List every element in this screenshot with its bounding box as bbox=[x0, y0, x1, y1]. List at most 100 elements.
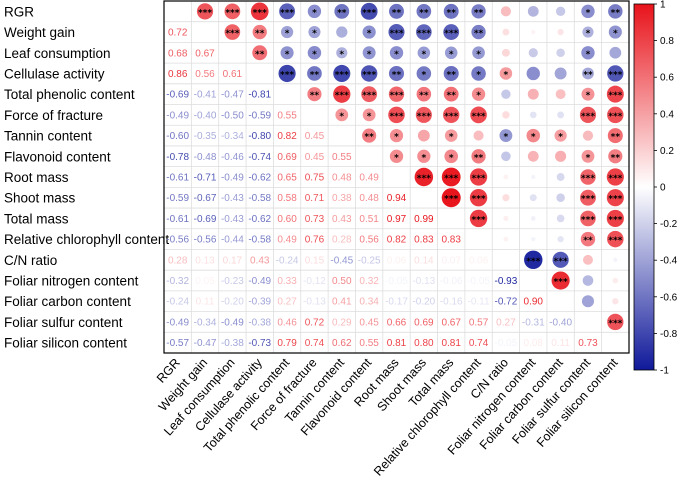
row-label: Foliar nitrogen content bbox=[4, 274, 139, 289]
corr-value: 0.45 bbox=[305, 131, 325, 142]
corr-circle bbox=[469, 168, 488, 186]
corr-value: 0.45 bbox=[359, 317, 379, 328]
corr-circle bbox=[551, 271, 570, 290]
corr-circle bbox=[581, 46, 595, 60]
corr-value: -0.62 bbox=[248, 173, 271, 184]
corr-value: 0.05 bbox=[195, 276, 215, 287]
row-label: Weight gain bbox=[4, 25, 75, 40]
significance-star: *** bbox=[362, 8, 376, 18]
corr-value: 0.62 bbox=[332, 338, 352, 349]
corr-circle bbox=[388, 86, 405, 102]
corr-circle bbox=[499, 67, 513, 80]
corr-circle bbox=[333, 64, 351, 83]
corr-value: 0.81 bbox=[441, 338, 461, 349]
corr-value: -0.31 bbox=[522, 317, 545, 328]
corr-value: -0.41 bbox=[194, 90, 217, 101]
corr-circle bbox=[606, 189, 624, 207]
corr-value: 0.33 bbox=[277, 276, 297, 287]
corr-value: -0.35 bbox=[194, 131, 217, 142]
corr-value: -0.24 bbox=[276, 255, 299, 266]
corr-value: -0.69 bbox=[194, 214, 217, 225]
corr-value: 0.43 bbox=[332, 214, 352, 225]
corr-value: -0.56 bbox=[166, 235, 189, 246]
corr-circle bbox=[417, 149, 431, 163]
corr-value: 0.90 bbox=[524, 297, 544, 308]
corr-value: 0.65 bbox=[277, 173, 297, 184]
corr-circle bbox=[524, 250, 543, 270]
significance-star: * bbox=[339, 112, 344, 122]
corr-circle bbox=[583, 254, 593, 265]
corr-circle bbox=[471, 149, 486, 164]
significance-star: ** bbox=[446, 70, 456, 80]
corr-value: 0.82 bbox=[387, 235, 407, 246]
corr-circle bbox=[555, 150, 567, 162]
corr-circle bbox=[389, 128, 404, 143]
corr-circle bbox=[579, 106, 597, 123]
corr-circle bbox=[336, 26, 348, 38]
corr-value: 0.17 bbox=[223, 255, 243, 266]
corr-value: -0.58 bbox=[248, 193, 271, 204]
significance-star: *** bbox=[362, 70, 376, 80]
row-label: Root mass bbox=[4, 170, 69, 185]
corr-circle bbox=[417, 46, 431, 60]
corr-circle bbox=[388, 24, 405, 41]
corr-value: -0.43 bbox=[221, 193, 244, 204]
corr-value: 0.66 bbox=[387, 317, 407, 328]
corr-circle bbox=[443, 106, 460, 124]
significance-star: * bbox=[339, 50, 344, 60]
corr-circle bbox=[417, 129, 430, 142]
corr-circle bbox=[362, 128, 377, 143]
corr-value: 0.74 bbox=[305, 338, 325, 349]
significance-star: *** bbox=[280, 70, 294, 80]
corr-circle bbox=[469, 189, 488, 207]
row-label: Flavonoid content bbox=[4, 149, 111, 164]
significance-star: ** bbox=[364, 133, 374, 143]
significance-star: * bbox=[367, 112, 372, 122]
corr-circle bbox=[444, 129, 458, 142]
corr-value: -0.49 bbox=[221, 317, 244, 328]
corr-circle bbox=[250, 2, 269, 21]
colorbar-tick-label: 0 bbox=[660, 183, 666, 194]
corr-circle bbox=[607, 128, 623, 144]
significance-star: *** bbox=[417, 29, 431, 39]
corr-circle bbox=[389, 3, 404, 19]
significance-star: * bbox=[421, 153, 426, 163]
corr-circle bbox=[416, 24, 432, 40]
corr-value: 0.86 bbox=[168, 69, 188, 80]
corr-value: 0.11 bbox=[551, 338, 570, 349]
corr-value: -0.50 bbox=[221, 110, 244, 121]
row-label: RGR bbox=[4, 4, 34, 19]
corr-circle bbox=[582, 67, 594, 80]
corr-circle bbox=[527, 5, 539, 17]
colorbar-tick-label: -1 bbox=[660, 366, 669, 377]
significance-star: * bbox=[449, 133, 454, 143]
corr-circle bbox=[580, 210, 596, 227]
corr-circle bbox=[556, 173, 565, 181]
significance-star: *** bbox=[608, 236, 622, 246]
corr-circle bbox=[527, 150, 539, 162]
corr-value: 0.49 bbox=[359, 173, 379, 184]
corr-value: -0.44 bbox=[221, 235, 244, 246]
corr-circle bbox=[416, 66, 432, 81]
significance-star: * bbox=[613, 29, 618, 39]
corr-circle bbox=[414, 167, 434, 187]
colorbar-tick-label: -0.2 bbox=[660, 219, 678, 230]
corr-value: 0.45 bbox=[305, 152, 325, 163]
corr-value: -0.74 bbox=[248, 152, 271, 163]
corr-value: 0.51 bbox=[359, 214, 379, 225]
corr-circle bbox=[609, 46, 622, 59]
corr-circle bbox=[555, 6, 566, 17]
row-label: Foliar silicon content bbox=[4, 336, 127, 351]
corr-value: 0.07 bbox=[441, 255, 461, 266]
row-label: Shoot mass bbox=[4, 191, 76, 206]
corr-circle bbox=[471, 24, 486, 40]
significance-star: ** bbox=[611, 153, 621, 163]
row-label: Force of fracture bbox=[4, 108, 103, 123]
corr-circle bbox=[502, 194, 510, 202]
corr-value: -0.43 bbox=[221, 214, 244, 225]
corr-circle bbox=[362, 46, 376, 60]
corr-circle bbox=[501, 89, 511, 99]
significance-star: ** bbox=[255, 50, 265, 60]
significance-star: * bbox=[449, 153, 454, 163]
corr-value: 0.41 bbox=[332, 297, 352, 308]
